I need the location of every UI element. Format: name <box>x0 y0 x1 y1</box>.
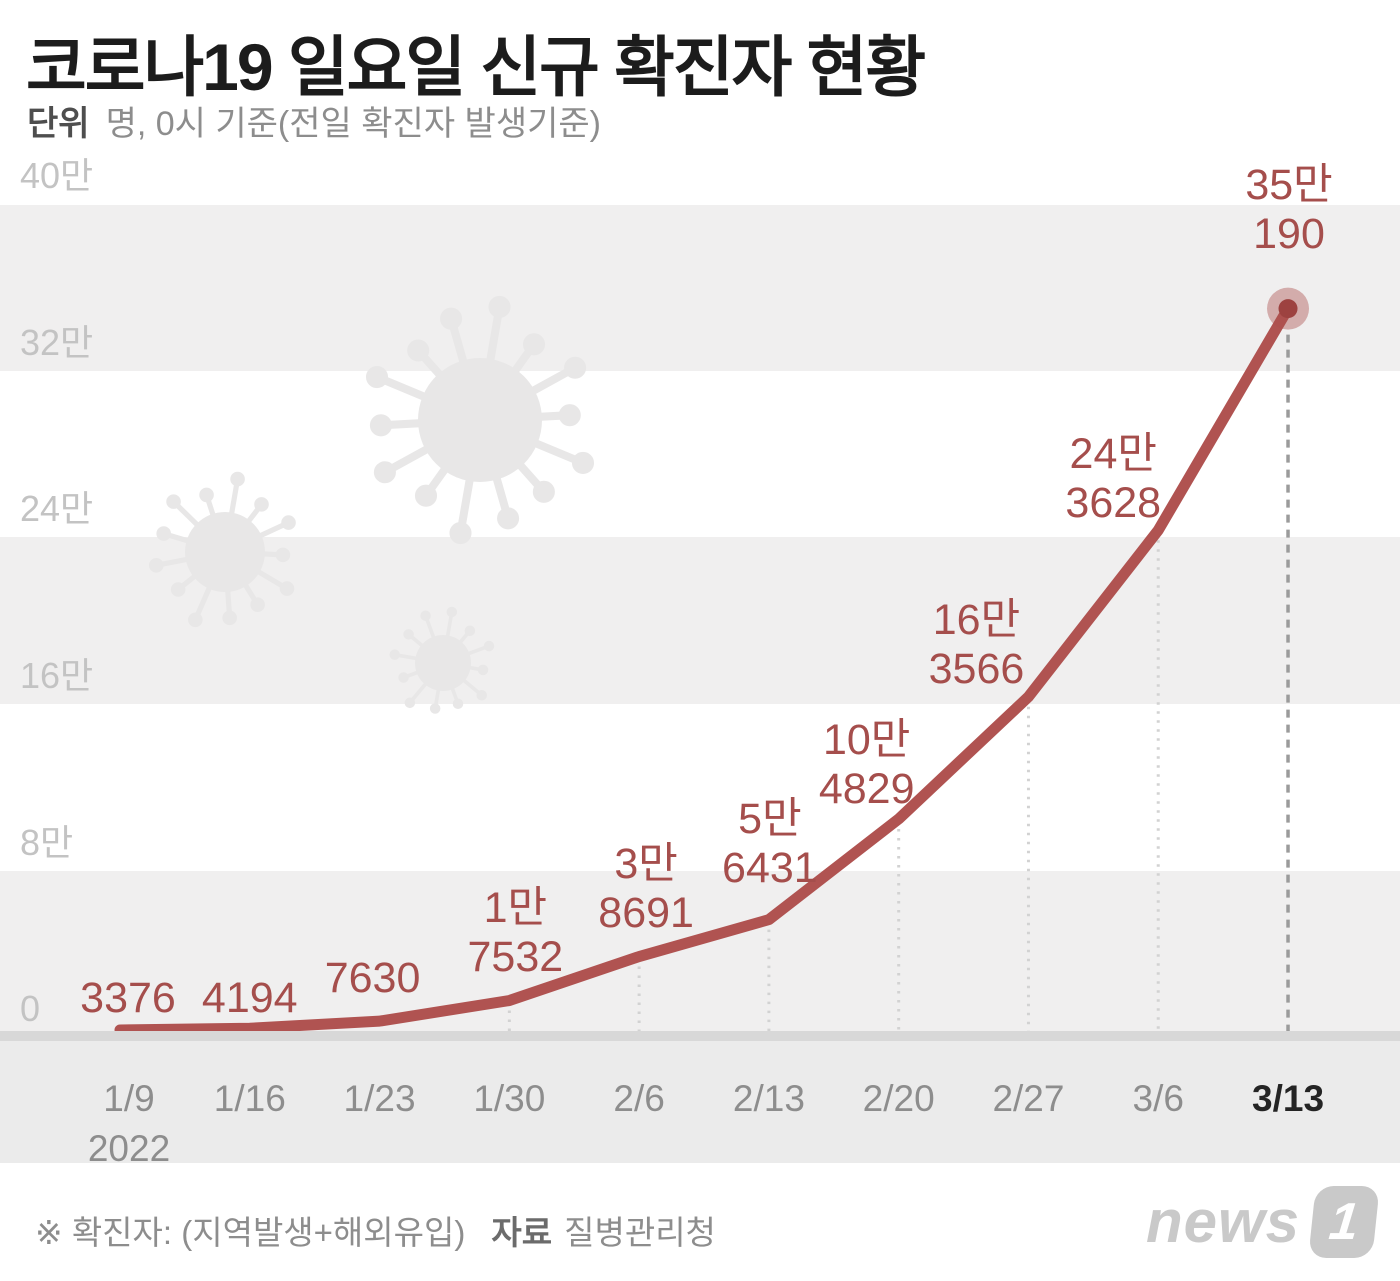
x-tick-label: 3/13 <box>1252 1078 1325 1119</box>
virus-watermark-icon <box>389 606 495 714</box>
x-axis-strip <box>0 1041 1400 1163</box>
y-tick-label: 8만 <box>20 822 74 863</box>
footer-note: ※ 확진자: (지역발생+해외유입) 자료 질병관리청 <box>35 1206 716 1254</box>
data-label: 16만 3566 <box>928 596 1025 693</box>
data-label: 24만 3628 <box>1065 430 1162 527</box>
source-label: 자료 <box>491 1214 553 1251</box>
x-tick-label: 1/23 <box>343 1078 416 1119</box>
y-tick-label: 0 <box>20 988 41 1029</box>
news1-logo-text: news <box>1145 1188 1300 1255</box>
confirmed-note: ※ 확진자: (지역발생+해외유입) <box>35 1214 466 1251</box>
y-tick-label: 32만 <box>20 322 94 363</box>
x-axis-baseline <box>0 1031 1400 1041</box>
y-tick-label: 40만 <box>20 155 94 196</box>
news1-logo-badge-icon: 1 <box>1308 1186 1380 1258</box>
news1-logo: news 1 <box>1145 1186 1380 1258</box>
grid-band <box>0 871 1400 1037</box>
source-value: 질병관리청 <box>564 1214 716 1251</box>
y-tick-label: 24만 <box>20 488 94 529</box>
trend-line <box>114 303 1294 1036</box>
virus-watermark-icon <box>365 295 595 545</box>
x-tick-label: 1/9 2022 <box>87 1078 171 1169</box>
unit-text: 명, 0시 기준(전일 확진자 발생기준) <box>105 105 601 143</box>
x-tick-label: 3/6 <box>1132 1078 1184 1119</box>
subtitle: 단위 명, 0시 기준(전일 확진자 발생기준) <box>27 96 601 145</box>
page-title: 코로나19 일요일 신규 확진자 현황 <box>26 30 926 104</box>
x-tick-label: 2/27 <box>992 1078 1065 1119</box>
y-tick-label: 16만 <box>20 655 94 696</box>
x-tick-label: 1/16 <box>213 1078 286 1119</box>
virus-watermark-icon <box>148 471 296 628</box>
data-label: 3만 8691 <box>598 840 694 937</box>
data-label: 5만 6431 <box>722 795 818 892</box>
end-point-dot <box>1278 299 1298 319</box>
x-tick-label: 2/6 <box>613 1078 665 1119</box>
x-tick-label: 2/13 <box>732 1078 805 1119</box>
data-label: 10만 4829 <box>818 716 915 813</box>
x-axis-year-label: 2022 <box>87 1128 171 1169</box>
grid-band <box>0 205 1400 371</box>
x-tick-label: 1/30 <box>473 1078 546 1119</box>
data-label: 7630 <box>324 954 421 1002</box>
unit-label: 단위 <box>27 105 90 143</box>
data-label: 4194 <box>201 974 298 1022</box>
data-label: 1만 7532 <box>467 884 564 981</box>
data-label: 3376 <box>80 974 176 1022</box>
data-label: 35만 190 <box>1245 161 1333 258</box>
x-tick-label: 2/20 <box>862 1078 935 1119</box>
